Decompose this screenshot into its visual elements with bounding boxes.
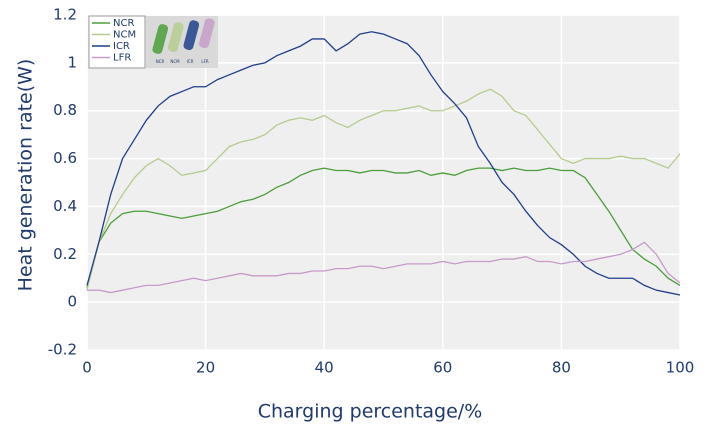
legend-label: NCM bbox=[113, 30, 136, 41]
y-tick-label: 0.2 bbox=[53, 245, 77, 263]
inset-label: NCR bbox=[156, 59, 165, 64]
x-tick-label: 0 bbox=[82, 359, 92, 377]
x-tick-label: 80 bbox=[552, 359, 571, 377]
x-axis-title: Charging percentage/% bbox=[258, 401, 483, 423]
y-tick-label: 0.6 bbox=[53, 149, 77, 167]
y-tick-label: 1 bbox=[67, 53, 77, 71]
legend-label: ICR bbox=[113, 41, 130, 52]
x-tick-label: 60 bbox=[433, 359, 452, 377]
y-tick-label: 0 bbox=[67, 293, 77, 311]
inset-label: ICR bbox=[187, 59, 194, 64]
x-tick-label: 20 bbox=[196, 359, 215, 377]
x-tick-label: 40 bbox=[315, 359, 334, 377]
inset-label: LFR bbox=[201, 59, 209, 64]
y-axis-title: Heat generation rate(W) bbox=[15, 59, 37, 292]
y-tick-label: -0.2 bbox=[48, 341, 77, 359]
y-tick-label: 0.8 bbox=[53, 101, 77, 119]
inset-label: NCM bbox=[170, 59, 180, 64]
y-tick-label: 1.2 bbox=[53, 6, 77, 24]
chart: Charging percentage/% Heat generation ra… bbox=[0, 0, 713, 432]
y-tick-label: 0.4 bbox=[53, 197, 77, 215]
legend-label: NCR bbox=[113, 18, 134, 29]
x-tick-label: 100 bbox=[666, 359, 695, 377]
legend-label: LFR bbox=[113, 53, 131, 64]
